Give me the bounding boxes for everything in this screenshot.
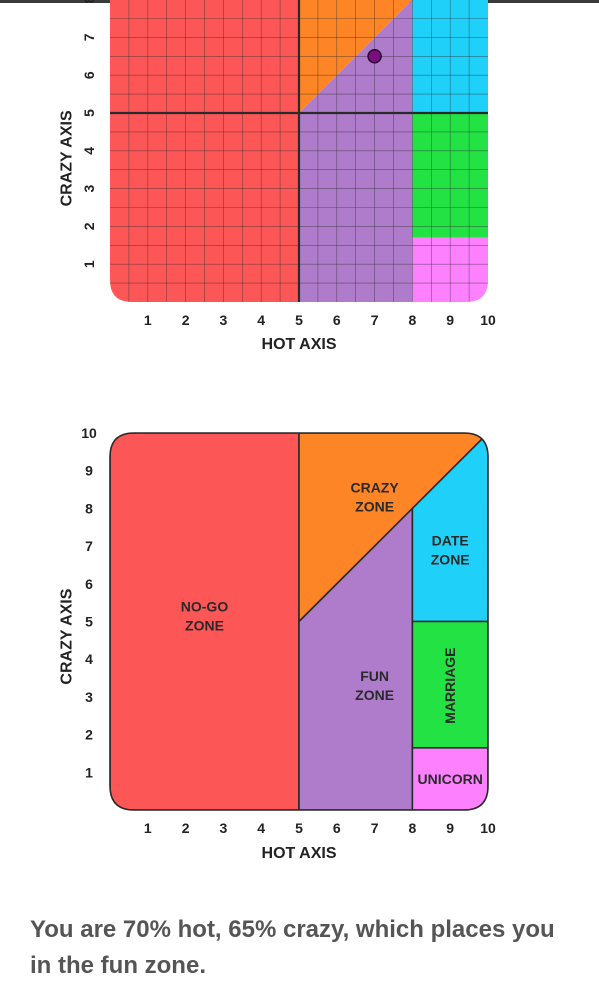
y-tick-label: 1 [81,260,97,268]
date-zone-label: ZONE [431,551,470,567]
x-tick-label: 9 [446,820,454,836]
x-tick-label: 10 [480,820,496,836]
y-tick-label: 8 [81,0,97,3]
x-tick-label: 6 [333,312,341,328]
zone-plot-area [110,433,488,810]
no-go-zone-label: NO-GO [181,598,229,614]
y-tick-label: 7 [85,538,93,554]
crazy-zone-label: CRAZY [350,480,399,496]
y-tick-label: 6 [81,71,97,79]
y-tick-label: 1 [85,764,93,780]
x-tick-label: 9 [446,312,454,328]
unicorn-zone-label: UNICORN [418,771,483,787]
x-tick-label: 10 [480,312,496,328]
y-tick-label: 7 [81,33,97,41]
x-tick-label: 2 [182,312,190,328]
x-tick-label: 1 [144,312,152,328]
y-tick-label: 5 [81,109,97,117]
x-tick-label: 3 [220,820,228,836]
y-tick-label: 10 [81,425,97,441]
x-tick-label: 5 [295,820,303,836]
x-tick-label: 6 [333,820,341,836]
x-axis-title: HOT AXIS [262,845,337,862]
data-point [367,49,382,64]
y-axis-title: CRAZY AXIS [59,110,76,206]
x-tick-label: 8 [409,820,417,836]
grid-plot-area [110,0,488,302]
hot-crazy-grid-chart: 1 2 3 4 5 6 7 8 9 10 1 2 3 4 5 6 7 8 HOT AXIS CRAZY AXIS [59,0,496,353]
fun-zone-label: ZONE [355,687,394,703]
y-tick-label: 2 [85,727,93,743]
unicorn-zone [411,746,488,810]
y-tick-label: 9 [85,463,93,479]
y-tick-label: 2 [81,222,97,230]
x-tick-label: 1 [144,820,152,836]
y-tick-label: 4 [81,147,97,155]
y-axis-title: CRAZY AXIS [59,588,76,684]
no-go-zone-label: ZONE [185,617,224,633]
fun-zone-label: FUN [360,668,389,684]
zone-chart-border [109,432,489,811]
result-text: You are 70% hot, 65% crazy, which places… [30,916,555,979]
crazy-zone-label: ZONE [355,499,394,515]
x-tick-label: 4 [257,820,265,836]
x-tick-label: 5 [295,312,303,328]
y-tick-label: 3 [81,184,97,192]
y-tick-label: 8 [85,500,93,516]
x-tick-label: 7 [371,820,379,836]
y-tick-label: 6 [85,576,93,592]
x-tick-label: 2 [182,820,190,836]
hot-crazy-zone-chart: NO-GO ZONE CRAZY ZONE FUN ZONE DATE ZONE MARRIAG… [59,425,496,862]
no-go-zone [110,433,300,810]
date-zone-label: DATE [432,532,469,548]
x-tick-label: 3 [220,312,228,328]
x-tick-label: 4 [257,312,265,328]
marriage-zone-label: MARRIAGE [442,647,458,723]
y-tick-label: 3 [85,689,93,705]
y-tick-label: 5 [85,614,93,630]
x-axis-title: HOT AXIS [262,336,337,353]
x-tick-label: 7 [371,312,379,328]
y-tick-label: 4 [85,651,93,667]
x-tick-label: 8 [409,312,417,328]
